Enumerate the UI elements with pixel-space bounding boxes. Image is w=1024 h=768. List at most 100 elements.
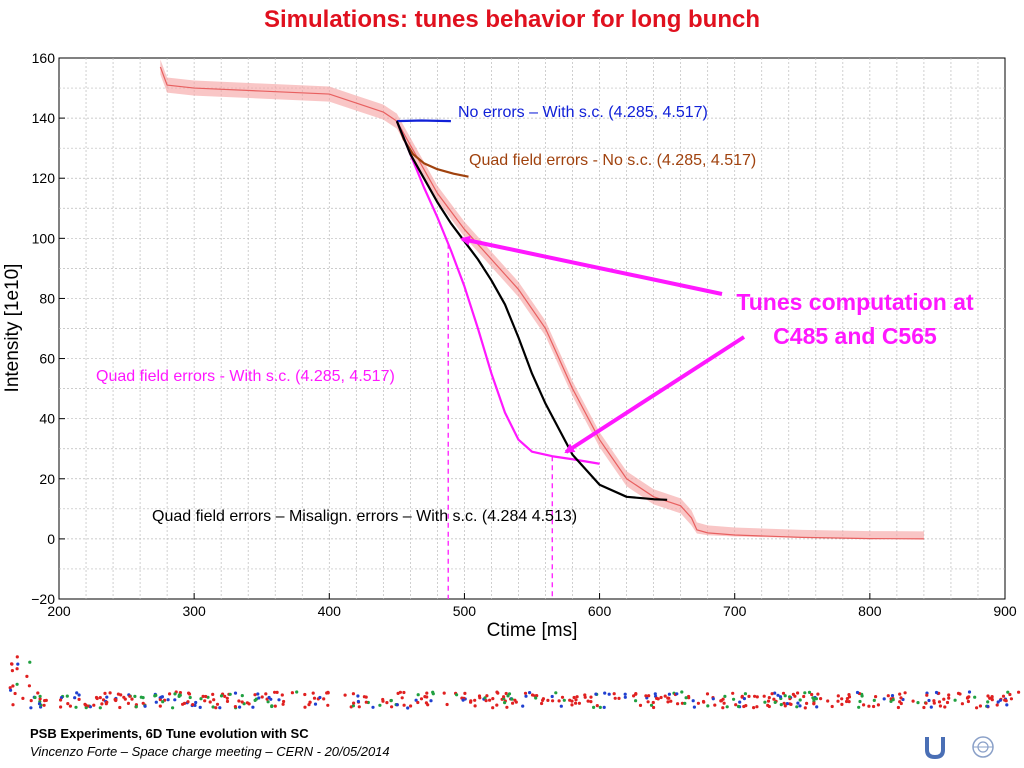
scatter-dot — [687, 696, 691, 700]
scatter-dot — [793, 694, 797, 698]
y-tick-label: 40 — [39, 411, 55, 427]
scatter-dot — [798, 704, 802, 708]
arrow-to-c565 — [564, 335, 746, 454]
scatter-dot — [990, 698, 994, 702]
scatter-dot — [75, 691, 79, 695]
scatter-dot — [570, 703, 574, 707]
scatter-dot — [11, 703, 15, 707]
scatter-dot — [772, 697, 776, 701]
scatter-dot — [225, 696, 229, 700]
scatter-dot — [528, 691, 532, 695]
scatter-dot — [59, 698, 63, 702]
scatter-dot — [303, 705, 307, 709]
scatter-dot — [767, 696, 771, 700]
scatter-dot — [431, 690, 435, 694]
y-tick-label: 140 — [32, 110, 56, 126]
scatter-dot — [811, 696, 815, 700]
scatter-dot — [68, 704, 72, 708]
scatter-dot — [402, 690, 406, 695]
scatter-dot — [789, 702, 793, 707]
scatter-dot — [986, 694, 990, 698]
scatter-dot — [395, 703, 399, 707]
scatter-dot — [973, 695, 977, 699]
scatter-dot — [550, 694, 554, 699]
scatter-dot — [1008, 692, 1012, 697]
scatter-dot — [322, 697, 326, 701]
scatter-dot — [257, 696, 261, 700]
scatter-dot — [389, 698, 393, 703]
scatter-dot — [938, 704, 943, 708]
scatter-dot — [781, 691, 786, 695]
y-tick-label: 0 — [47, 531, 55, 547]
scatter-dot — [891, 698, 895, 702]
callout-line-2: C485 and C565 — [773, 323, 937, 349]
scatter-dot — [706, 704, 710, 708]
scatter-dot — [84, 706, 88, 710]
scatter-dot — [416, 693, 420, 697]
scatter-dot — [666, 696, 670, 700]
y-tick-label: 20 — [39, 471, 55, 487]
scatter-dot — [371, 705, 375, 709]
scatter-dot — [65, 694, 69, 698]
scatter-dot — [28, 660, 32, 664]
scatter-dot — [178, 691, 182, 695]
scatter-dot — [409, 704, 413, 708]
scatter-dot — [240, 700, 244, 704]
scatter-dot — [896, 705, 901, 710]
scatter-dot — [381, 699, 385, 703]
scatter-dot — [889, 699, 893, 704]
scatter-dot — [36, 691, 40, 695]
scatter-dot — [617, 696, 621, 701]
scatter-dot — [945, 700, 950, 705]
scatter-dot — [1005, 703, 1009, 707]
scatter-dot — [256, 692, 260, 696]
scatter-dot — [277, 698, 281, 702]
scatter-dot — [484, 699, 488, 703]
scatter-dot — [173, 692, 177, 696]
scatter-dot — [385, 701, 389, 705]
scatter-dot — [191, 703, 195, 707]
scatter-dot — [343, 693, 347, 697]
scatter-dot — [721, 697, 725, 701]
scatter-dot — [872, 698, 876, 703]
scatter-dot — [94, 695, 99, 700]
scatter-dot — [92, 703, 96, 707]
scatter-dot — [253, 698, 257, 703]
scatter-dot — [73, 696, 77, 700]
scatter-dot — [173, 698, 177, 702]
scatter-dot — [237, 699, 241, 703]
scatter-dot — [419, 697, 424, 701]
scatter-dot — [198, 705, 202, 710]
scatter-dot — [15, 667, 19, 671]
scatter-dot — [819, 697, 823, 701]
scatter-dot — [208, 700, 212, 704]
x-tick-label: 200 — [47, 603, 71, 619]
scatter-dot — [796, 691, 800, 695]
scatter-dot — [59, 705, 63, 709]
scatter-dot — [676, 702, 680, 706]
scatter-dot — [505, 705, 509, 709]
scatter-dot — [77, 697, 81, 702]
scatter-dot — [802, 694, 806, 699]
scatter-dot — [27, 684, 31, 688]
scatter-dot — [425, 695, 429, 699]
scatter-dot — [445, 702, 449, 707]
scatter-dot — [779, 703, 783, 707]
scatter-dot — [311, 691, 315, 695]
scatter-dot — [659, 695, 663, 700]
scatter-dot — [924, 701, 928, 705]
scatter-dot — [649, 703, 654, 707]
annotation-quad-no-sc: Quad field errors - No s.c. (4.285, 4.51… — [469, 152, 756, 169]
scatter-dot — [159, 695, 163, 699]
scatter-dot — [158, 704, 162, 708]
scatter-dot — [623, 695, 627, 699]
scatter-dot — [143, 704, 147, 708]
scatter-dot — [426, 703, 430, 707]
scatter-dot — [275, 690, 279, 695]
scatter-dot — [473, 698, 477, 702]
scatter-dot — [788, 695, 792, 699]
scatter-dot — [763, 700, 767, 704]
scatter-dot — [326, 703, 330, 707]
scatter-dot — [755, 705, 759, 709]
scatter-dot — [783, 704, 787, 708]
